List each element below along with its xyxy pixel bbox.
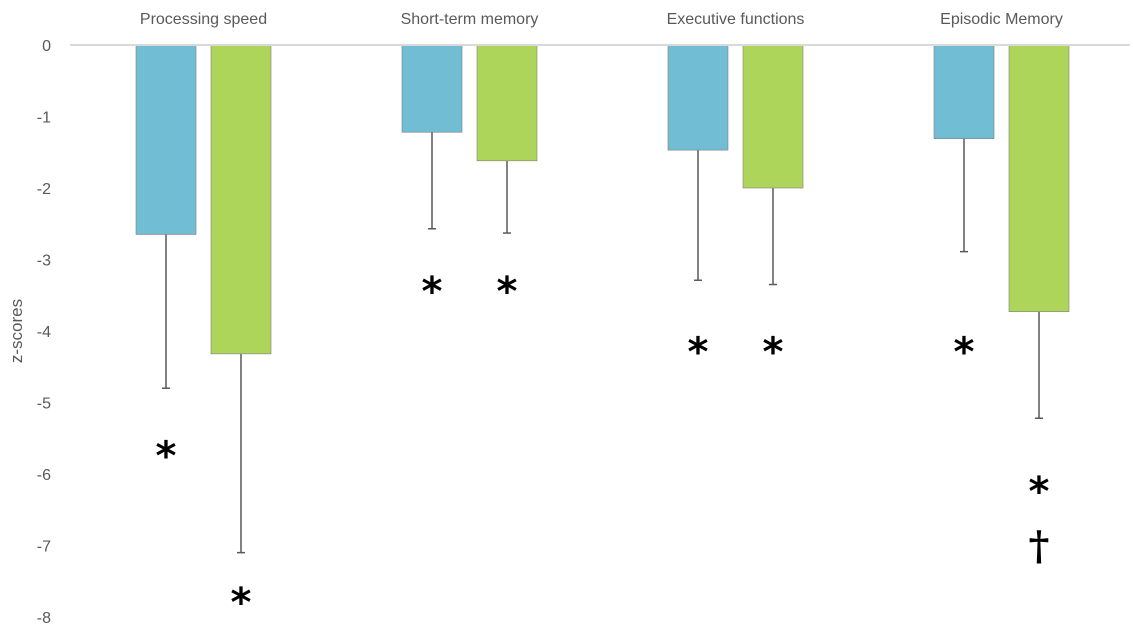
bar — [667, 44, 729, 151]
y-tick-label: -8 — [37, 610, 51, 627]
bar — [401, 44, 463, 133]
y-tick-label: -1 — [37, 110, 51, 127]
bars — [135, 44, 1070, 355]
asterisk-marker: * — [688, 330, 709, 376]
y-tick-label: -5 — [37, 396, 51, 413]
asterisk-marker: * — [156, 433, 177, 479]
bar — [135, 44, 197, 235]
y-tick-label: -4 — [37, 324, 51, 341]
category-label: Processing speed — [140, 11, 267, 28]
category-labels: Processing speed Short-term memory Executi… — [140, 11, 1063, 28]
y-tick-label: -3 — [37, 253, 51, 270]
asterisk-marker: * — [422, 269, 443, 315]
asterisk-marker: * — [763, 330, 784, 376]
category-label: Short-term memory — [401, 11, 539, 28]
category-label: Executive functions — [667, 11, 805, 28]
y-tick-label: -6 — [37, 467, 51, 484]
y-tick-label: 0 — [42, 38, 51, 55]
asterisk-marker: * — [231, 580, 252, 626]
bar — [476, 44, 538, 162]
y-tick-label: -7 — [37, 539, 51, 556]
bar — [1008, 44, 1070, 312]
y-axis-ticks: 0 -1 -2 -3 -4 -5 -6 -7 -8 — [37, 38, 51, 627]
dagger-marker: † — [1029, 523, 1050, 570]
y-tick-label: -2 — [37, 181, 51, 198]
bar — [742, 44, 804, 189]
asterisk-marker: * — [497, 269, 518, 315]
asterisk-marker: * — [1029, 469, 1050, 515]
asterisk-marker: * — [954, 330, 975, 376]
y-axis-title: z-scores — [7, 299, 26, 363]
error-bars — [162, 132, 1043, 554]
significance-markers: * * * * * * * * † — [156, 269, 1050, 626]
bar — [210, 44, 272, 355]
bar — [933, 44, 995, 139]
category-label: Episodic Memory — [940, 11, 1063, 28]
